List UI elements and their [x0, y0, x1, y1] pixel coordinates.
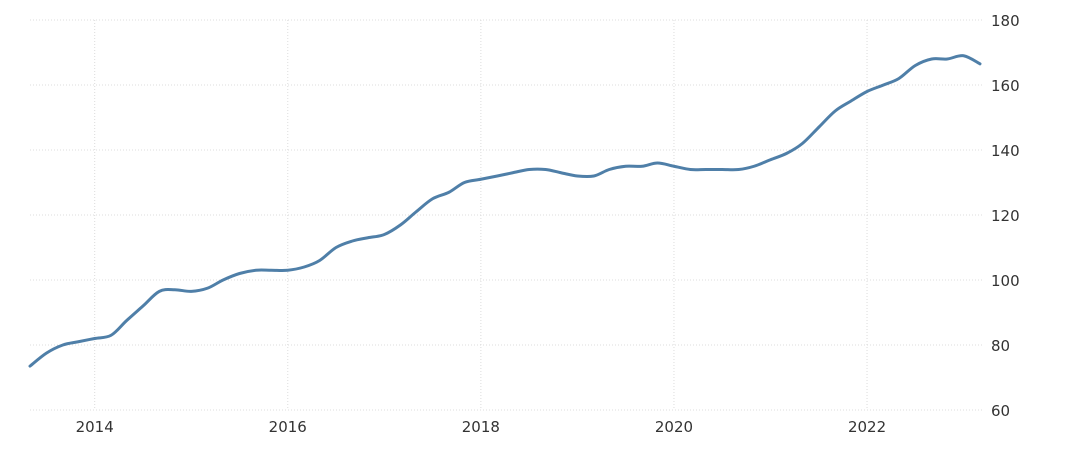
- x-tick-label: 2022: [848, 418, 886, 436]
- y-tick-label: 80: [991, 337, 1010, 355]
- y-tick-label: 160: [991, 77, 1020, 95]
- y-tick-label: 100: [991, 272, 1020, 290]
- x-tick-label: 2016: [269, 418, 307, 436]
- series-layer: [28, 54, 982, 368]
- x-tick-label: 2014: [76, 418, 114, 436]
- y-tick-label: 140: [991, 142, 1020, 160]
- x-tick-label: 2018: [462, 418, 500, 436]
- y-tick-label: 60: [991, 402, 1010, 420]
- x-axis-tick-labels: 2014 2016 2018 2020 2022: [76, 418, 887, 436]
- y-tick-label: 120: [991, 207, 1020, 225]
- series-line: [28, 54, 982, 368]
- y-axis-tick-labels: 60 80 100 120 140 160 180: [991, 12, 1020, 420]
- y-tick-label: 180: [991, 12, 1020, 30]
- horizontal-gridlines: [30, 19, 982, 411]
- x-tick-label: 2020: [655, 418, 693, 436]
